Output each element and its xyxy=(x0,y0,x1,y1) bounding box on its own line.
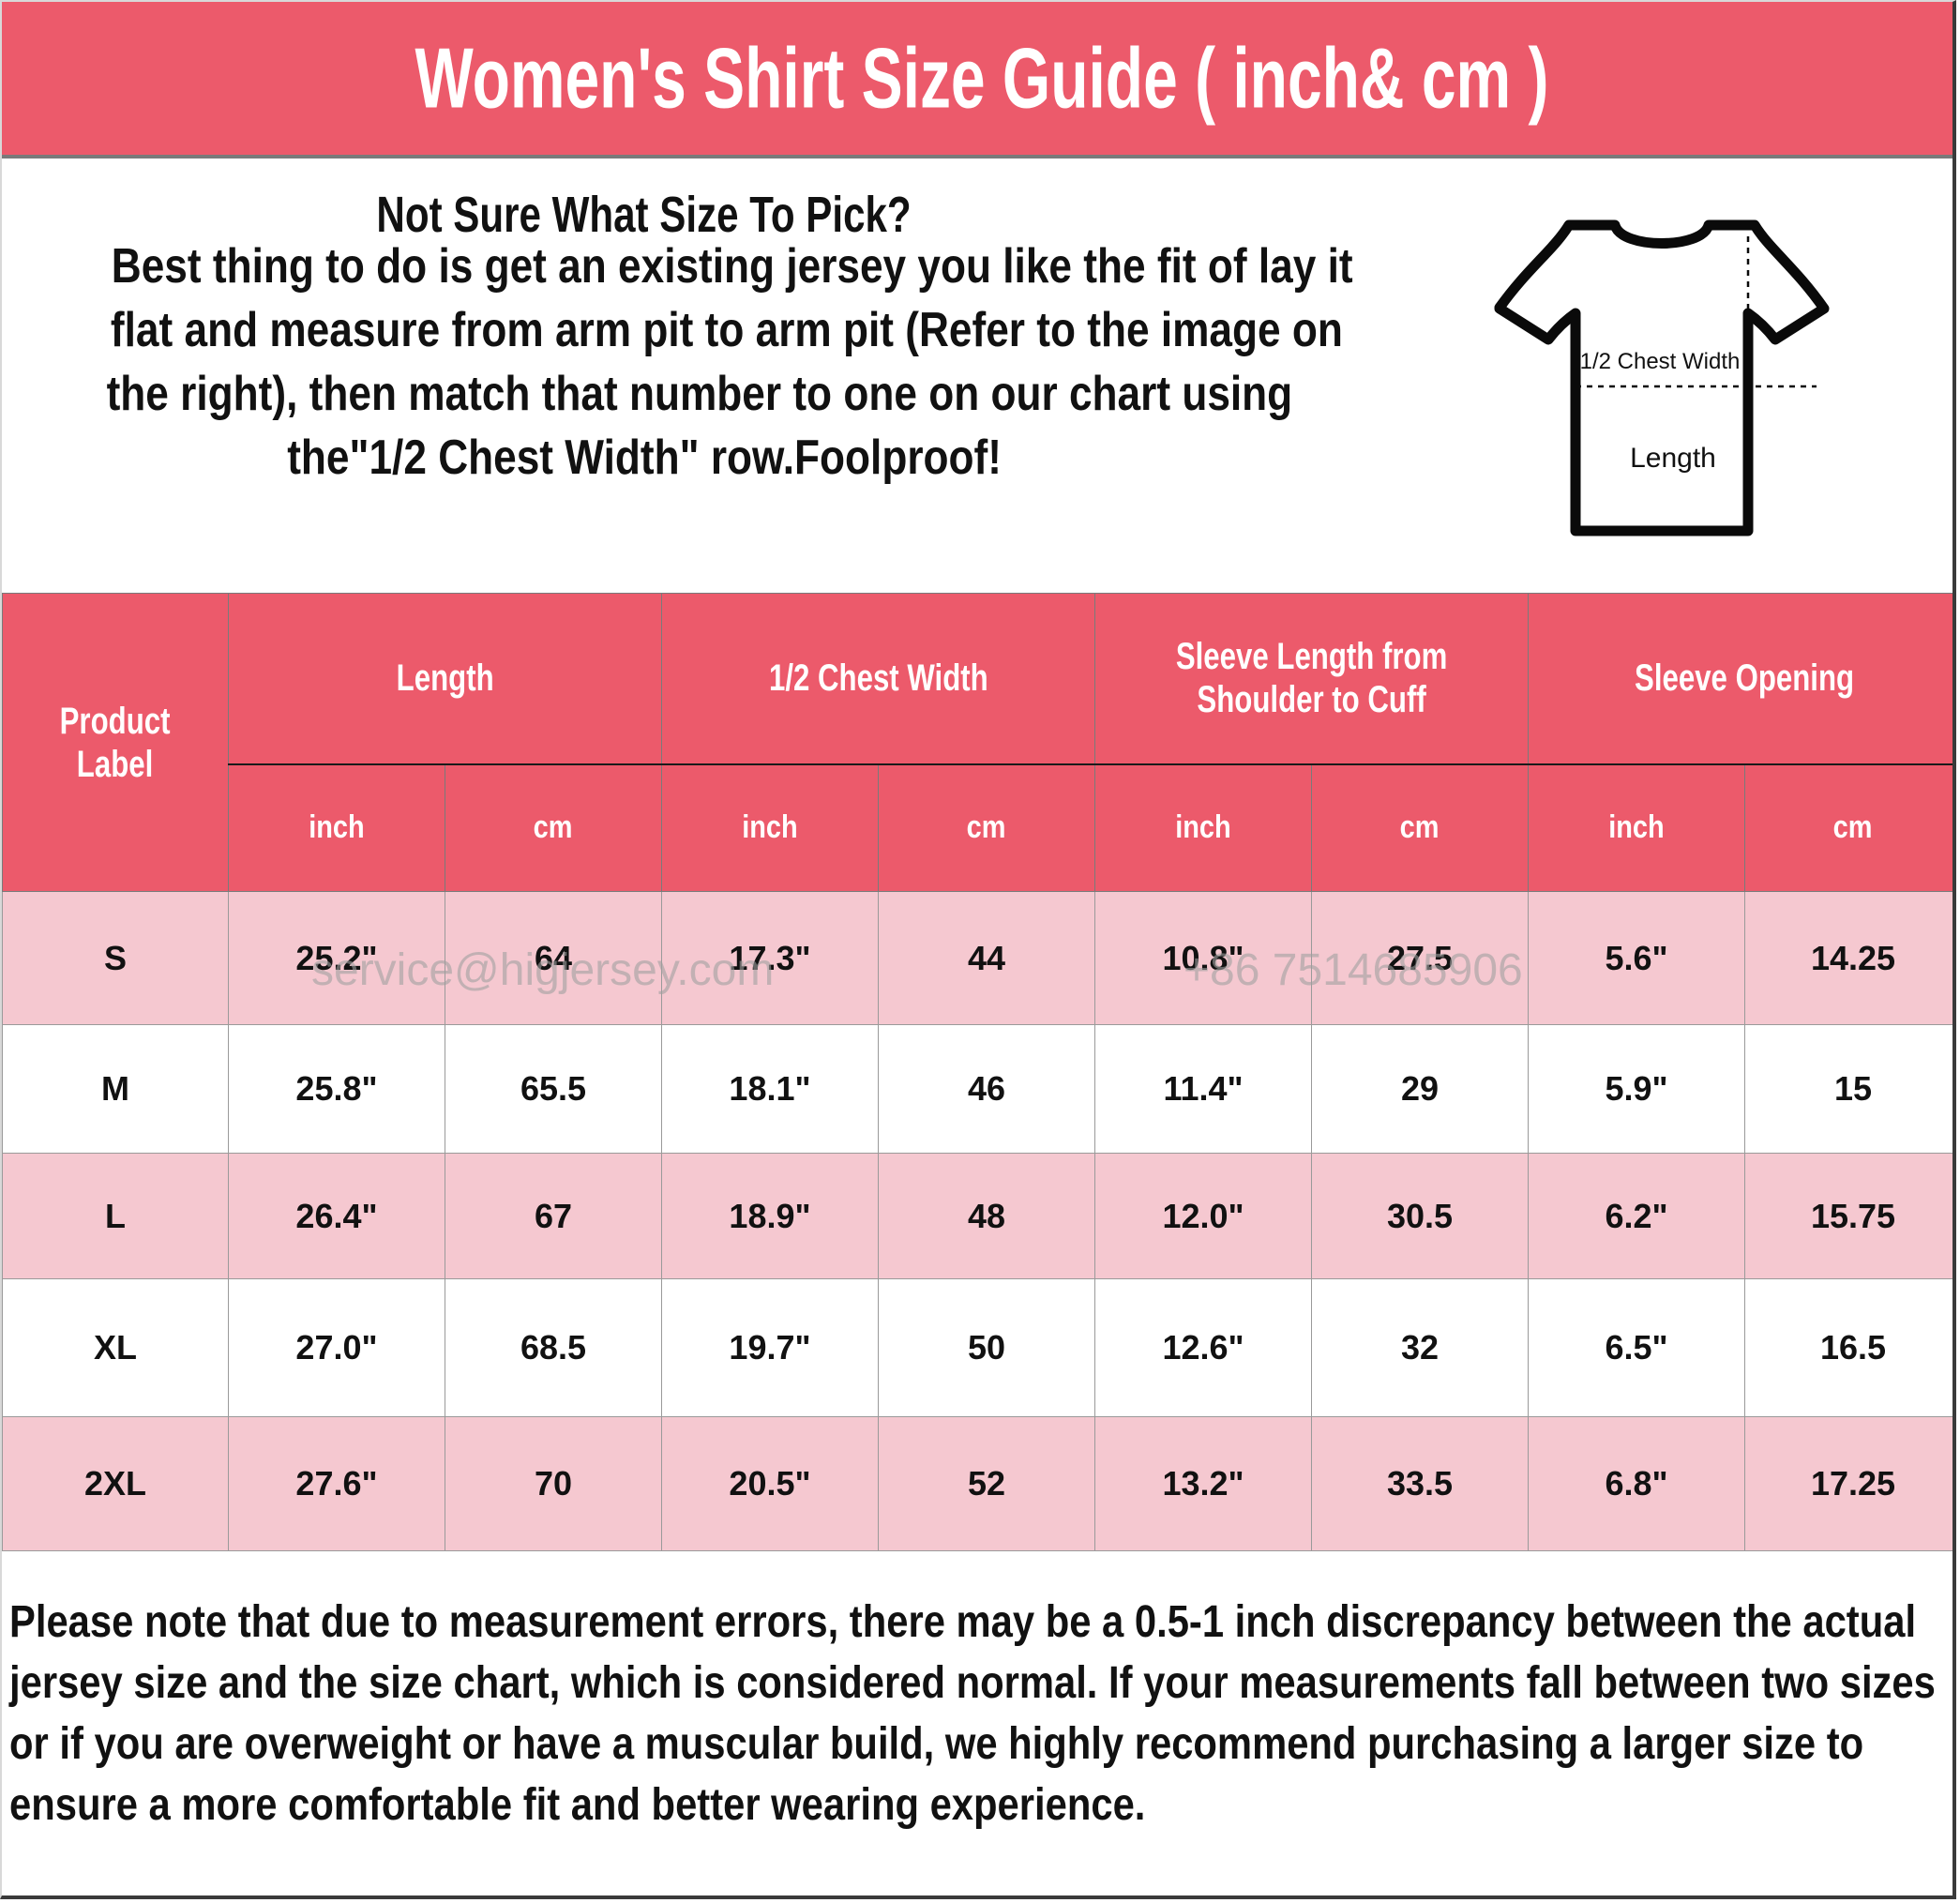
svg-text:Length: Length xyxy=(1630,443,1716,474)
svg-text:1/2 Chest Width: 1/2 Chest Width xyxy=(1580,349,1741,374)
